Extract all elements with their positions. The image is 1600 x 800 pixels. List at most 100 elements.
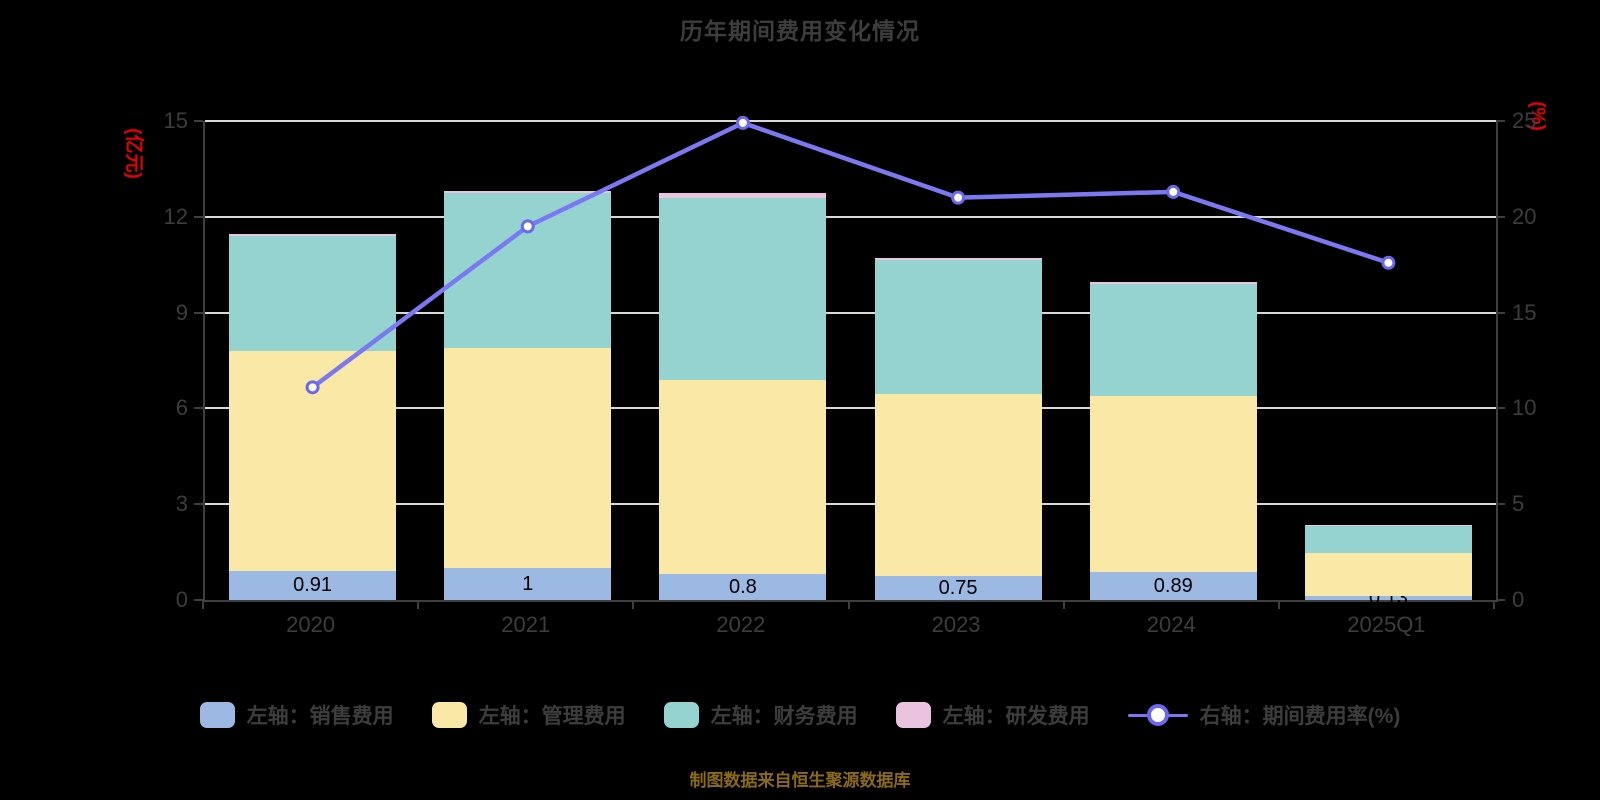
rate-line-layer — [305, 115, 1396, 395]
rate-line-marker[interactable] — [1381, 255, 1396, 270]
bar-segment[interactable] — [229, 233, 397, 236]
right-axis-tick-label: 5 — [1512, 491, 1525, 517]
x-axis-category-label: 2023 — [931, 612, 981, 637]
left-axis-tick — [194, 215, 203, 218]
bar-value-label: 0.75 — [938, 577, 978, 600]
gridline — [205, 503, 1496, 506]
bar-segment[interactable] — [1089, 395, 1257, 572]
x-axis-category-label: 2022 — [716, 612, 766, 637]
chart-title: 历年期间费用变化情况 — [680, 18, 920, 44]
right-axis-tick — [1496, 503, 1505, 506]
gridline — [205, 120, 1496, 122]
rate-line-marker[interactable] — [1166, 184, 1181, 199]
legend-item[interactable]: 左轴：财务费用 — [663, 700, 858, 730]
bar-segment[interactable]: 0.75 — [874, 576, 1042, 600]
left-axis-tick-label: 9 — [175, 299, 188, 325]
left-axis-tick — [194, 311, 203, 314]
x-axis-tick — [202, 600, 204, 609]
right-axis-tick-label: 15 — [1512, 299, 1537, 325]
legend-swatch — [663, 702, 699, 728]
legend-swatch — [199, 702, 235, 728]
bar-segment[interactable]: 0.8 — [659, 574, 827, 600]
left-axis-tick — [194, 120, 203, 122]
x-axis-category-label: 2024 — [1146, 612, 1196, 637]
bar-column[interactable]: 0.8 — [659, 192, 827, 600]
plot-area: 0.91 1 0.8 0.75 0.89 0.13 — [203, 115, 1498, 608]
left-axis-tick — [194, 599, 203, 601]
rate-line-marker[interactable] — [735, 115, 750, 130]
legend-item[interactable]: 左轴：销售费用 — [199, 700, 394, 730]
legend-item[interactable]: 左轴：管理费用 — [431, 700, 626, 730]
x-axis-category-label: 2021 — [501, 612, 551, 637]
data-source-note: 制图数据来自恒生聚源数据库 — [689, 771, 911, 790]
bar-value-label: 0.89 — [1153, 574, 1193, 597]
x-axis-category-label: 2020 — [286, 612, 336, 637]
left-axis-tick-label: 12 — [163, 203, 188, 229]
bar-segment[interactable]: 0.89 — [1089, 571, 1257, 600]
left-axis-title: (亿元) — [122, 128, 144, 179]
left-axis-tick — [194, 503, 203, 506]
bar-column[interactable]: 0.75 — [874, 258, 1042, 600]
bar-segment[interactable] — [659, 379, 827, 575]
bar-segment[interactable]: 0.91 — [229, 570, 397, 600]
rate-line-marker[interactable] — [520, 219, 535, 234]
x-axis-category-label: 2025Q1 — [1347, 612, 1426, 637]
bar-segment[interactable]: 1 — [444, 568, 612, 600]
legend-item[interactable]: 右轴：期间费用率(%) — [1127, 700, 1400, 730]
right-axis-tick — [1496, 120, 1505, 122]
right-axis-tick-label: 25 — [1512, 108, 1537, 133]
legend-swatch — [895, 702, 931, 728]
bar-value-label: 0.8 — [729, 576, 757, 599]
x-axis-tick — [632, 600, 635, 609]
bar-segment[interactable] — [229, 235, 397, 351]
gridline — [205, 407, 1496, 410]
left-axis-tick-label: 6 — [175, 395, 188, 421]
bar-column[interactable]: 0.89 — [1089, 281, 1257, 600]
right-axis-tick — [1496, 599, 1505, 601]
legend-line-marker-icon — [1127, 704, 1188, 726]
right-axis-tick — [1496, 407, 1505, 410]
right-axis-tick-label: 20 — [1512, 203, 1537, 229]
rate-line-marker[interactable] — [305, 380, 320, 395]
bar-value-label: 1 — [522, 573, 534, 596]
bar-segment[interactable] — [874, 259, 1042, 395]
bar-segment[interactable] — [659, 192, 827, 198]
legend-item[interactable]: 左轴：研发费用 — [895, 700, 1090, 730]
right-axis-tick — [1496, 311, 1505, 314]
bar-value-label: 0.91 — [293, 574, 333, 597]
x-axis-tick — [417, 600, 420, 609]
gridline — [205, 311, 1496, 314]
x-axis-tick — [847, 600, 850, 609]
legend-label: 左轴：销售费用 — [246, 705, 394, 728]
right-axis-tick-label: 0 — [1512, 587, 1525, 612]
legend-label: 左轴：财务费用 — [710, 705, 858, 728]
rate-line — [311, 120, 1390, 390]
legend-label: 左轴：研发费用 — [942, 705, 1090, 728]
bar-segment[interactable] — [1089, 281, 1257, 285]
left-axis-tick — [194, 407, 203, 410]
legend-label: 左轴：管理费用 — [478, 705, 626, 728]
x-axis-tick — [1493, 600, 1495, 609]
x-axis-tick — [1062, 600, 1065, 609]
rate-line-marker[interactable] — [951, 190, 966, 205]
left-axis-tick-label: 15 — [163, 108, 188, 133]
gridline — [205, 215, 1496, 218]
legend-line-ring-icon — [1146, 704, 1169, 726]
bar-segment[interactable] — [874, 258, 1042, 260]
bar-column[interactable]: 0.13 — [1304, 524, 1472, 608]
bar-segment[interactable] — [874, 394, 1042, 577]
bar-segment[interactable] — [1304, 524, 1472, 526]
left-axis-tick-label: 3 — [175, 491, 188, 517]
bar-segment[interactable] — [1304, 552, 1472, 596]
right-axis-tick — [1496, 215, 1505, 218]
bar-segment[interactable] — [1089, 284, 1257, 396]
x-axis-tick — [1277, 600, 1280, 609]
legend: 左轴：销售费用 左轴：管理费用 左轴：财务费用 左轴：研发费用 右轴：期间费用率(%) — [0, 700, 1600, 730]
left-axis-tick-label: 0 — [175, 587, 188, 612]
bar-segment[interactable] — [444, 190, 612, 193]
bar-segment[interactable] — [1304, 525, 1472, 553]
bar-segment[interactable] — [659, 197, 827, 380]
legend-swatch — [431, 702, 467, 728]
bar-segment[interactable] — [444, 347, 612, 569]
